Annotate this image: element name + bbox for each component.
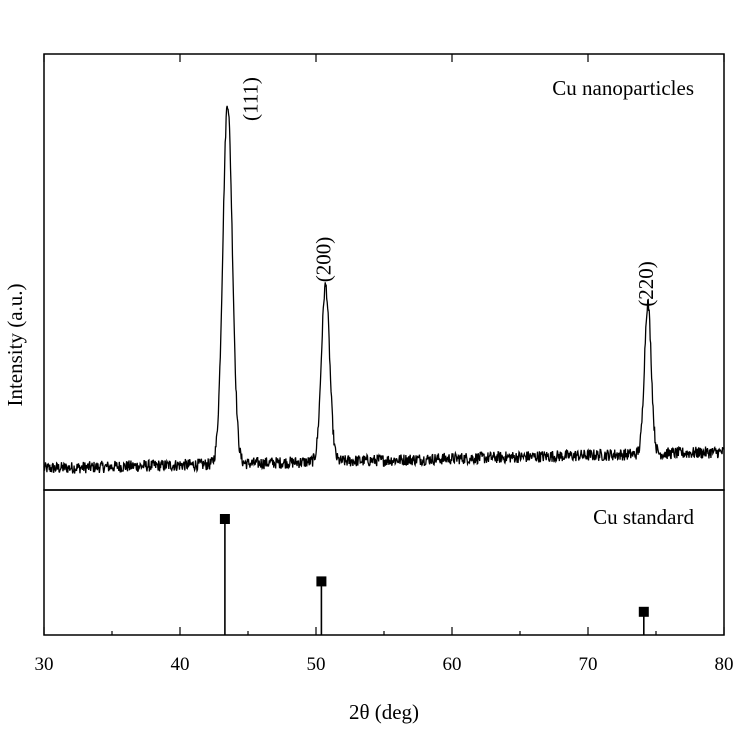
peak-label: (111) [239, 77, 263, 121]
x-tick-label: 30 [35, 654, 54, 675]
panel-label-cu-nanoparticles: Cu nanoparticles [552, 76, 694, 100]
x-axis: 30 40 50 60 70 80 [35, 54, 734, 675]
x-tick-label: 50 [307, 654, 326, 675]
peak-labels: (111) (200) (220) [239, 77, 658, 307]
y-axis-title: Intensity (a.u.) [3, 283, 27, 406]
top-panel: Cu nanoparticles (111) (200) (220) [43, 53, 725, 491]
x-axis-title: 2θ (deg) [349, 700, 419, 724]
bottom-panel: Cu standard [43, 489, 725, 636]
x-tick-label: 60 [443, 654, 462, 675]
reference-stems [219, 514, 649, 635]
reference-marker [219, 514, 230, 524]
panel-label-cu-standard: Cu standard [593, 505, 694, 529]
xrd-pattern-line [43, 105, 725, 474]
reference-marker [638, 606, 649, 617]
top-panel-frame [43, 53, 725, 491]
peak-label: (220) [634, 261, 658, 307]
x-tick-label: 80 [715, 654, 734, 675]
x-tick-label: 40 [171, 654, 190, 675]
peak-label: (200) [312, 237, 336, 283]
x-tick-label: 70 [579, 654, 598, 675]
reference-marker [316, 576, 327, 587]
